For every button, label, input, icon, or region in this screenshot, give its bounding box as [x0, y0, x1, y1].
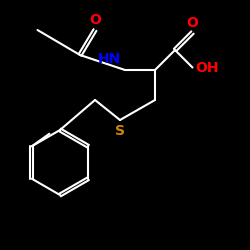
Text: O: O — [186, 16, 198, 30]
Text: S: S — [115, 124, 125, 138]
Text: OH: OH — [196, 60, 219, 74]
Text: HN: HN — [98, 52, 121, 66]
Text: O: O — [89, 14, 101, 28]
